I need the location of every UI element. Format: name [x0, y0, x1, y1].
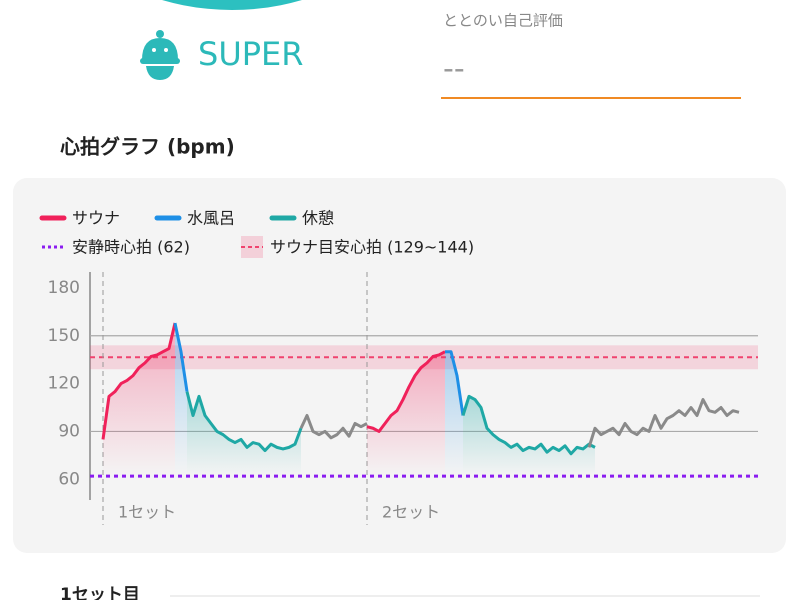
series-area — [187, 391, 301, 477]
series-area — [175, 323, 187, 477]
y-tick-label: 90 — [58, 421, 80, 441]
y-tick-label: 150 — [48, 326, 80, 346]
series-area — [367, 351, 445, 477]
rating-value[interactable]: -- — [443, 52, 465, 87]
series-line — [173, 322, 465, 416]
series-area — [103, 323, 175, 477]
series-line — [101, 322, 446, 440]
legend-label: サウナ — [72, 209, 120, 228]
section-title: 心拍グラフ (bpm) — [60, 135, 235, 159]
series-line — [299, 398, 740, 448]
set-label: 1セット — [118, 503, 176, 522]
y-tick-label: 180 — [48, 278, 80, 298]
series-line — [185, 391, 596, 456]
y-tick-label: 120 — [48, 374, 80, 394]
score-circle — [162, 0, 302, 10]
legend-label: 水風呂 — [187, 209, 235, 228]
series-area — [445, 351, 463, 477]
legend-label: 休憩 — [302, 209, 334, 228]
set-label: 2セット — [382, 503, 440, 522]
badge-text: SUPER — [198, 35, 303, 73]
next-section-title: 1セット目 — [60, 585, 140, 600]
legend-label: サウナ目安心拍 (129~144) — [270, 238, 474, 257]
y-tick-label: 60 — [58, 469, 80, 489]
rating-label: ととのい自己評価 — [443, 12, 563, 30]
bell-icon — [140, 30, 180, 80]
legend-label: 安静時心拍 (62) — [72, 238, 190, 257]
series-area — [463, 396, 595, 477]
